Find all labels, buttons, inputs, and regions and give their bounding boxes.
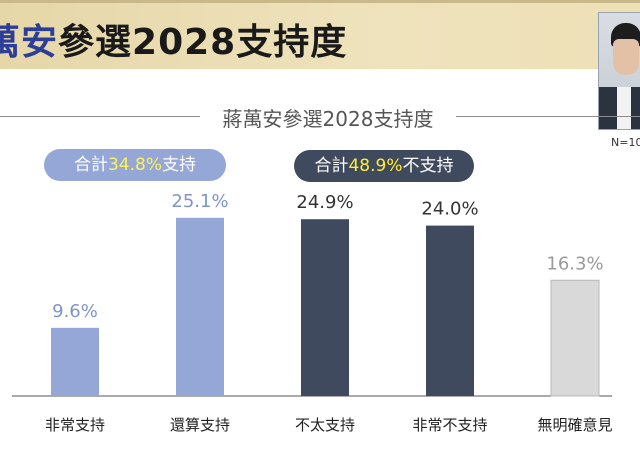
page-title-rest: 參選2028支持度 <box>58 22 348 63</box>
bar <box>426 225 474 396</box>
oppose-total-badge: 合計48.9%不支持 <box>294 150 474 182</box>
support-total-badge: 合計34.8%支持 <box>44 149 226 181</box>
value-label: 16.3% <box>546 253 603 274</box>
bar <box>51 327 99 396</box>
sample-size-note: N=10 <box>611 136 640 149</box>
candidate-photo <box>598 12 640 130</box>
bar <box>301 219 349 396</box>
top-border-line <box>0 0 640 3</box>
support-total-prefix: 合計 <box>73 155 108 175</box>
chart-title: 蔣萬安參選2028支持度 <box>222 107 434 131</box>
oppose-total-suffix: 不支持 <box>402 156 454 176</box>
oppose-total-value: 48.9% <box>348 156 403 176</box>
support-total-suffix: 支持 <box>162 155 196 175</box>
support-total-value: 34.8% <box>107 155 162 175</box>
title-banner: 萬安參選2028支持度 <box>0 3 640 69</box>
subtitle-rule-left <box>0 116 200 117</box>
category-label: 還算支持 <box>170 416 230 434</box>
category-label: 無明確意見 <box>537 416 612 434</box>
category-label: 不太支持 <box>295 416 355 434</box>
category-label: 非常不支持 <box>412 416 487 434</box>
value-label: 24.0% <box>421 199 478 220</box>
subtitle-rule-right <box>456 116 640 117</box>
value-label: 9.6% <box>52 301 98 322</box>
oppose-total-prefix: 合計 <box>314 156 349 176</box>
page-title: 萬安參選2028支持度 <box>0 13 347 65</box>
bar <box>176 217 224 396</box>
category-label: 非常支持 <box>45 416 105 434</box>
bar <box>550 279 600 397</box>
value-label: 25.1% <box>171 191 228 212</box>
page-title-highlight: 萬安 <box>0 22 59 63</box>
value-label: 24.9% <box>296 192 353 213</box>
